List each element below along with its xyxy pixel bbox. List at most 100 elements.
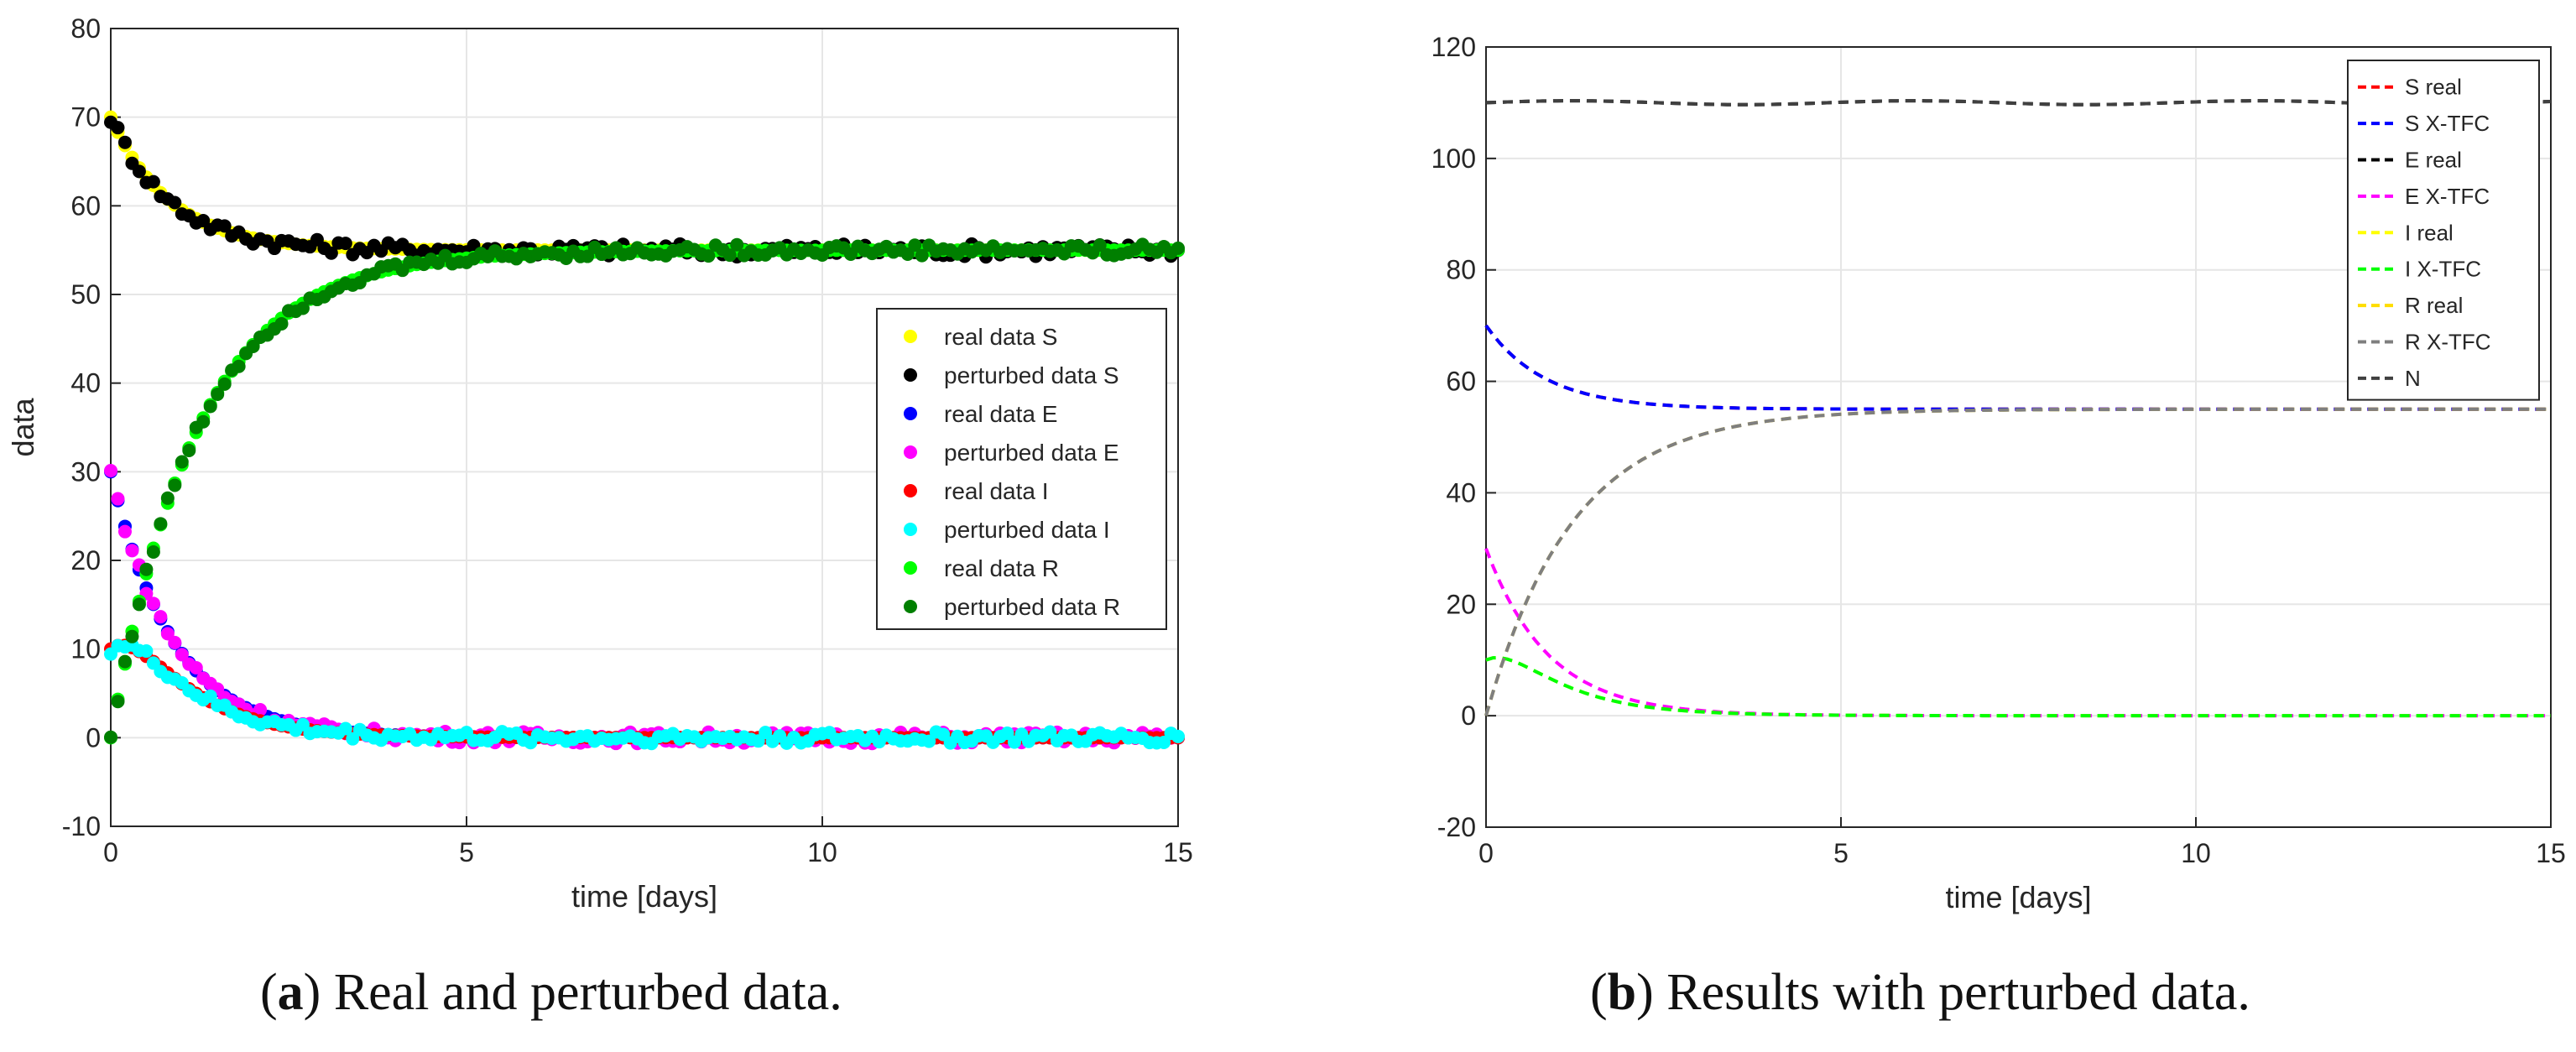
data-point [154,610,168,624]
data-point [111,695,125,709]
x-tick-label: 10 [807,837,837,867]
data-point [295,301,310,315]
data-point [701,249,716,263]
series-perturbed-data-r [104,237,1185,744]
data-point [125,629,139,643]
x-tick-label: 0 [103,837,118,867]
data-point [217,377,232,391]
caption-a-text: Real and perturbed data. [333,964,842,1021]
legend-label: perturbed data S [944,362,1119,388]
legend-marker [904,600,917,613]
legend-marker [904,407,917,420]
series-n [1485,99,2552,107]
data-point [125,544,139,558]
data-point [111,492,125,506]
y-tick-label: 0 [86,722,101,753]
y-tick-label: 40 [1446,477,1476,508]
data-point [338,237,352,251]
caption-b-letter: b [1607,964,1637,1021]
data-point [154,517,168,531]
legend-label: R X-TFC [2405,330,2491,355]
data-point [104,730,117,744]
data-point [146,596,160,611]
data-point [139,644,154,659]
legend-marker [904,561,917,575]
y-tick-label: 60 [1446,367,1476,397]
series-line [1485,655,2551,718]
data-point [139,562,154,576]
data-point [581,249,595,263]
legend-label: E X-TFC [2405,184,2490,209]
data-point [196,414,211,429]
data-point [160,491,175,505]
data-point [168,195,182,210]
data-point [189,660,203,674]
legend-label: perturbed data R [944,594,1120,620]
data-point [146,544,160,559]
x-tick-label: 0 [1478,838,1494,868]
legend-label: perturbed data E [944,440,1119,466]
data-point [111,121,125,135]
y-tick-label: 30 [70,456,101,487]
legend-label: N [2405,366,2421,391]
data-point [211,387,225,401]
plot-frame [110,28,1179,827]
y-tick-label: 50 [70,279,101,310]
caption-b-text: Results with perturbed data. [1666,964,2250,1021]
data-point [1171,729,1185,743]
legend-marker [904,368,917,382]
caption-b: (b) Results with perturbed data. [1590,964,2250,1021]
x-tick-label: 15 [2536,838,2566,868]
data-point [117,524,132,539]
y-tick-label: 20 [70,545,101,575]
data-point [132,164,146,179]
data-point [175,648,189,662]
legend: S real S X-TFC E real E X-TFC I real I X-TFC… [2347,60,2540,401]
x-axis-label: time [days] [1945,880,2091,914]
series-perturbed-data-i [104,638,1185,751]
series-line [1485,99,2552,107]
data-point [182,443,196,457]
x-tick-label: 5 [1833,838,1849,868]
data-point [175,455,189,469]
legend-label: I X-TFC [2405,257,2481,282]
series-r-x-tfc [1484,407,2551,716]
y-tick-label: 10 [70,634,101,664]
data-point [168,635,182,649]
y-tick-label: 80 [1446,255,1476,285]
data-point [203,689,217,703]
x-tick-label: 10 [2181,838,2211,868]
data-point [246,340,260,354]
legend-label: I real [2405,220,2453,245]
data-point [253,702,268,716]
data-point [146,174,160,189]
data-point [168,478,182,492]
data-point [203,399,217,414]
legend-marker [904,445,917,459]
y-tick-label: 20 [1446,589,1476,619]
data-point [232,359,246,373]
legend-label: S X-TFC [2405,111,2490,136]
data-point [274,316,289,331]
data-point [922,734,936,748]
legend-label: R real [2405,293,2463,318]
legend-label: real data E [944,401,1057,427]
caption-a-letter: a [277,964,304,1021]
data-point [915,248,929,263]
data-point [1157,735,1171,749]
legend-label: E real [2405,148,2462,173]
x-axis-label: time [days] [571,879,717,914]
legend-marker [904,330,917,343]
data-point [1171,241,1185,255]
data-point [1092,238,1107,253]
data-point [730,237,744,252]
y-tick-label: 70 [70,102,101,133]
data-point [217,219,232,233]
plot-frame [1485,46,2552,828]
legend-label: real data R [944,555,1059,581]
data-point [324,246,338,260]
data-point [346,732,360,746]
data-point [132,597,146,612]
